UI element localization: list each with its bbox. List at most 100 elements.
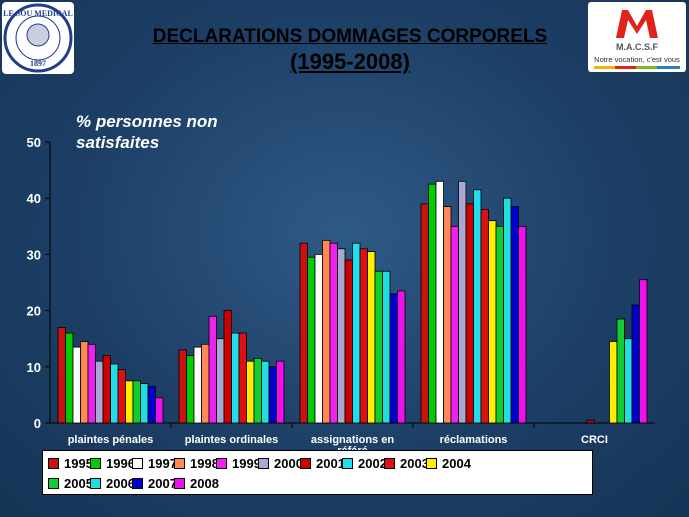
legend-label: 2007 bbox=[148, 475, 177, 491]
logo-right-brand: M.A.C.S.F bbox=[616, 42, 659, 52]
bar-2001 bbox=[102, 355, 111, 424]
bar-2004 bbox=[125, 380, 134, 424]
bar-2006 bbox=[140, 383, 149, 424]
y-tick-label: 20 bbox=[27, 304, 41, 319]
x-tick-label: plaintes ordinales bbox=[185, 434, 279, 446]
bar-1995 bbox=[420, 203, 429, 424]
bar-1999 bbox=[329, 242, 338, 424]
bar-2000 bbox=[337, 248, 346, 424]
legend-item-1997: 1997 bbox=[132, 453, 177, 473]
bar-2008 bbox=[276, 360, 285, 424]
bar-2001 bbox=[586, 419, 595, 424]
bar-2007 bbox=[268, 366, 277, 424]
legend-item-2004: 2004 bbox=[426, 453, 471, 473]
legend-swatch bbox=[300, 457, 311, 469]
bar-2000 bbox=[458, 180, 467, 424]
chart-legend: 1995 1996 1997 1998 1999 2000 2001 2002 2003 2004… bbox=[42, 450, 593, 495]
bar-1997 bbox=[72, 346, 81, 424]
bar-2007 bbox=[631, 304, 640, 424]
legend-item-2001: 2001 bbox=[300, 453, 345, 473]
legend-item-2008: 2008 bbox=[174, 473, 219, 493]
chart-title: DECLARATIONS DOMMAGES CORPORELS bbox=[152, 26, 548, 47]
y-tick-label: 10 bbox=[27, 360, 41, 375]
bar-2001 bbox=[223, 310, 232, 424]
bar-2006 bbox=[261, 360, 270, 424]
logo-left-text: LE SOU MEDICAL bbox=[3, 9, 73, 18]
y-tick-label: 50 bbox=[27, 135, 41, 150]
bar-2000 bbox=[95, 360, 104, 424]
bar-2008 bbox=[518, 225, 527, 424]
bar-2004 bbox=[488, 220, 497, 424]
bar-1996 bbox=[65, 332, 74, 424]
x-tick-label: plaintes pénales bbox=[68, 434, 154, 446]
bar-1997 bbox=[314, 253, 323, 424]
legend-swatch bbox=[216, 457, 227, 469]
legend-item-2003: 2003 bbox=[384, 453, 429, 473]
bar-2002 bbox=[352, 242, 361, 424]
y-tick-label: 0 bbox=[34, 416, 41, 431]
bar-2005 bbox=[374, 270, 383, 424]
chart-annotation: % personnes non satisfaites bbox=[76, 112, 218, 152]
macsf-logo: M.A.C.S.F Notre vocation, c'est vous bbox=[588, 2, 686, 72]
y-tick-label: 40 bbox=[27, 191, 41, 206]
bar-1995 bbox=[178, 349, 187, 424]
legend-label: 2008 bbox=[190, 475, 219, 491]
bar-1995 bbox=[299, 242, 308, 424]
chart-subtitle: (1995-2008) bbox=[290, 49, 410, 74]
bar-1998 bbox=[443, 206, 452, 424]
bar-2007 bbox=[510, 206, 519, 424]
legend-label: 2005 bbox=[64, 475, 93, 491]
bar-1999 bbox=[87, 343, 96, 424]
logo-right-tagline: Notre vocation, c'est vous bbox=[594, 55, 680, 64]
legend-item-2006: 2006 bbox=[90, 473, 135, 493]
legend-swatch bbox=[48, 477, 59, 489]
bar-2006 bbox=[382, 270, 391, 424]
legend-label: 2002 bbox=[358, 455, 387, 471]
legend-item-2000: 2000 bbox=[258, 453, 303, 473]
bar-2005 bbox=[495, 225, 504, 424]
bar-2006 bbox=[503, 197, 512, 424]
legend-label: 1997 bbox=[148, 455, 177, 471]
legend-swatch bbox=[90, 457, 101, 469]
bar-2002 bbox=[473, 189, 482, 424]
legend-label: 2006 bbox=[106, 475, 135, 491]
legend-label: 2001 bbox=[316, 455, 345, 471]
bar-2008 bbox=[639, 279, 648, 424]
bar-2002 bbox=[110, 363, 119, 424]
bar-2005 bbox=[132, 380, 141, 424]
bar-1996 bbox=[307, 256, 316, 424]
bar-2003 bbox=[117, 369, 126, 424]
x-tick-label: CRCI bbox=[581, 434, 608, 446]
bar-2005 bbox=[253, 357, 262, 424]
legend-swatch bbox=[258, 457, 269, 469]
legend-swatch bbox=[132, 457, 143, 469]
bar-2004 bbox=[246, 360, 255, 424]
legend-label: 2004 bbox=[442, 455, 471, 471]
legend-label: 1999 bbox=[232, 455, 261, 471]
legend-label: 1995 bbox=[64, 455, 93, 471]
bar-1997 bbox=[435, 180, 444, 424]
bar-2007 bbox=[147, 386, 156, 424]
sou-medical-logo: LE SOU MEDICAL 1897 bbox=[2, 2, 74, 74]
x-tick-label: réclamations bbox=[440, 434, 508, 446]
bar-1998 bbox=[322, 239, 331, 424]
legend-swatch bbox=[90, 477, 101, 489]
legend-swatch bbox=[174, 457, 185, 469]
bar-2001 bbox=[344, 259, 353, 424]
legend-label: 1996 bbox=[106, 455, 135, 471]
bar-1998 bbox=[80, 341, 89, 424]
legend-swatch bbox=[48, 457, 59, 469]
bar-2002 bbox=[231, 332, 240, 424]
legend-item-2002: 2002 bbox=[342, 453, 387, 473]
bar-2000 bbox=[216, 338, 225, 424]
bar-2008 bbox=[155, 397, 164, 424]
legend-item-1995: 1995 bbox=[48, 453, 93, 473]
bar-1996 bbox=[186, 355, 195, 424]
legend-swatch bbox=[132, 477, 143, 489]
bar-2006 bbox=[624, 338, 633, 424]
legend-label: 2003 bbox=[400, 455, 429, 471]
bar-2003 bbox=[238, 332, 247, 424]
legend-label: 2000 bbox=[274, 455, 303, 471]
bar-2004 bbox=[367, 251, 376, 424]
